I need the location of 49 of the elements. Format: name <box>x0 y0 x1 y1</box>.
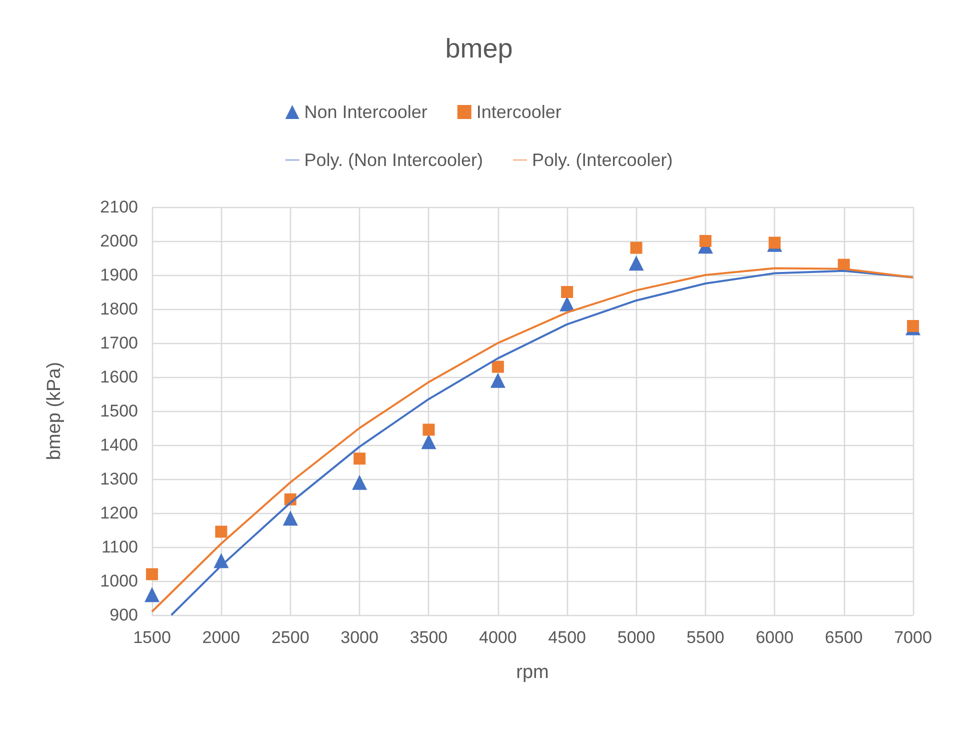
x-tick-label: 3000 <box>340 628 378 647</box>
legend-label: Non Intercooler <box>304 102 428 122</box>
x-axis-title: rpm <box>516 662 549 683</box>
point <box>630 242 642 254</box>
y-tick-label: 900 <box>110 606 138 624</box>
y-tick-label: 2000 <box>100 232 138 250</box>
x-tick-label: 4500 <box>548 628 586 647</box>
y-axis-title: bmep (kPa) <box>44 362 65 460</box>
x-tick-label: 6000 <box>756 628 794 647</box>
point <box>699 235 712 247</box>
legend-label: Poly. (Non Intercooler) <box>304 150 484 170</box>
point <box>354 452 366 465</box>
y-tick-label: 1700 <box>100 334 138 352</box>
point <box>215 526 228 538</box>
chart-title: bmep <box>445 34 513 64</box>
legend-label: Intercooler <box>476 102 562 122</box>
y-tick-label: 1800 <box>100 300 138 318</box>
y-tick-label: 2100 <box>100 198 138 216</box>
y-tick-label: 1400 <box>100 436 138 454</box>
point <box>492 360 504 373</box>
y-tick-label: 1500 <box>100 402 138 420</box>
point <box>144 587 160 602</box>
point <box>561 286 574 298</box>
y-tick-label: 1200 <box>100 504 138 522</box>
point <box>560 296 575 312</box>
y-tick-label: 1100 <box>101 538 138 556</box>
point <box>422 424 435 436</box>
x-tick-label: 5000 <box>617 628 656 647</box>
point <box>490 372 506 388</box>
point <box>146 568 158 580</box>
x-tick-label: 2000 <box>202 628 240 647</box>
x-tick-label: 5500 <box>686 628 724 647</box>
x-tick-label: 6500 <box>824 628 863 647</box>
y-tick-label: 1000 <box>100 572 138 590</box>
x-tick-label: 3500 <box>410 628 448 647</box>
y-tick-label: 1300 <box>100 470 138 488</box>
x-tick-label: 4000 <box>478 628 517 647</box>
point <box>628 256 644 271</box>
y-tick-label: 1600 <box>100 368 138 386</box>
point <box>282 510 298 526</box>
x-tick-label: 7000 <box>894 628 932 647</box>
y-tick-label: 1900 <box>100 266 138 284</box>
x-tick-label: 1500 <box>133 628 171 647</box>
legend-label: Poly. (Intercooler) <box>532 150 673 170</box>
x-tick-label: 2500 <box>271 628 310 647</box>
point <box>907 320 919 332</box>
point <box>421 434 436 450</box>
point <box>352 474 368 490</box>
point <box>768 236 781 249</box>
